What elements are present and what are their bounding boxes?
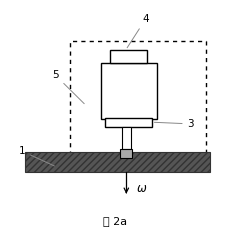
Text: 5: 5 bbox=[52, 70, 84, 104]
Bar bbox=[70, 41, 206, 159]
Bar bbox=[101, 63, 157, 119]
Bar bbox=[120, 149, 132, 158]
Text: 3: 3 bbox=[154, 119, 194, 129]
Bar bbox=[122, 127, 131, 149]
Text: ω: ω bbox=[137, 182, 147, 195]
Bar bbox=[25, 152, 210, 172]
Text: 1: 1 bbox=[18, 146, 54, 166]
Bar bbox=[105, 118, 152, 127]
Text: 图 2a: 图 2a bbox=[103, 216, 128, 226]
Text: 4: 4 bbox=[127, 14, 149, 48]
Bar bbox=[110, 50, 147, 63]
